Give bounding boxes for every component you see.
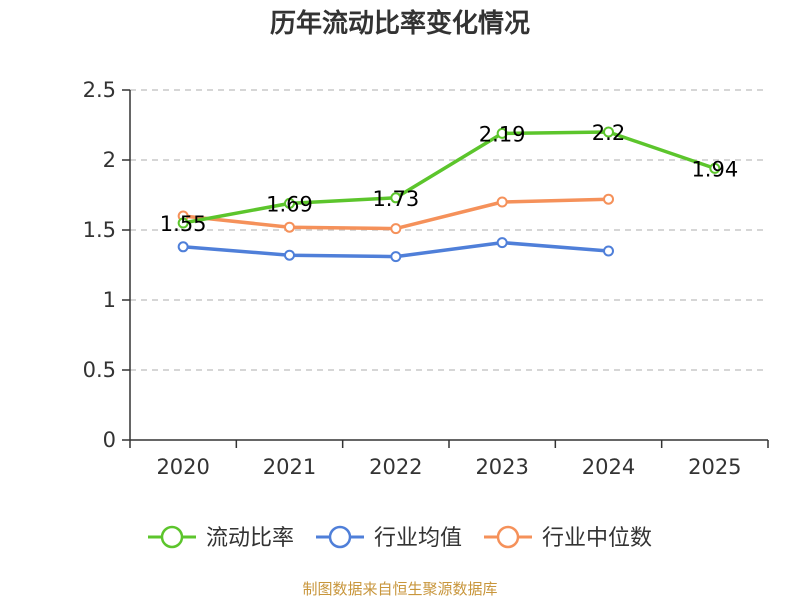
data-point[interactable] xyxy=(496,127,508,139)
legend-marker-icon xyxy=(328,525,352,549)
data-point[interactable] xyxy=(284,221,295,233)
series-0 xyxy=(177,126,721,229)
y-tick-label: 2 xyxy=(103,148,116,172)
legend-item-1[interactable]: 行业均值 xyxy=(316,525,462,551)
chart-title: 历年流动比率变化情况 xyxy=(270,8,530,39)
x-tick-label: 2022 xyxy=(369,455,422,479)
legend-label: 行业均值 xyxy=(374,526,462,551)
data-point[interactable] xyxy=(390,223,402,235)
data-point[interactable] xyxy=(177,241,189,253)
legend-item-2[interactable]: 行业中位数 xyxy=(484,525,652,551)
data-point[interactable] xyxy=(496,196,508,208)
y-tick-label: 1 xyxy=(103,288,116,312)
legend-label: 流动比率 xyxy=(206,526,294,551)
data-point[interactable] xyxy=(284,197,295,209)
x-tick-label: 2023 xyxy=(475,455,528,479)
data-point[interactable] xyxy=(603,245,614,257)
x-tick-label: 2021 xyxy=(263,455,316,479)
x-tick-label: 2024 xyxy=(582,455,635,479)
data-label: 2.2 xyxy=(592,121,625,145)
data-label: 1.55 xyxy=(160,212,207,236)
grid-layer xyxy=(130,89,768,371)
series-line xyxy=(181,130,717,225)
y-tick-label: 0.5 xyxy=(83,358,116,382)
legend-item-0[interactable]: 流动比率 xyxy=(148,525,294,551)
data-point[interactable] xyxy=(496,237,508,249)
source-note: 制图数据来自恒生聚源数据库 xyxy=(302,580,497,598)
x-tick-label: 2020 xyxy=(156,455,209,479)
data-point[interactable] xyxy=(284,249,295,261)
label-layer: 1.55 1.69 1.73 2.19 2.2 1.94 xyxy=(160,121,738,236)
series-1 xyxy=(177,237,614,263)
data-label: 1.94 xyxy=(691,157,738,181)
x-tick-label: 2025 xyxy=(688,455,741,479)
legend[interactable]: 流动比率 行业均值 行业中位数 xyxy=(148,525,652,551)
data-label: 1.69 xyxy=(266,192,313,216)
data-point[interactable] xyxy=(390,251,402,263)
legend-marker-icon xyxy=(160,525,184,549)
data-point[interactable] xyxy=(390,192,402,204)
data-label: 2.19 xyxy=(479,122,526,146)
series-layer xyxy=(177,126,721,263)
y-tick-label: 0 xyxy=(103,428,116,452)
data-point[interactable] xyxy=(603,193,614,205)
y-tick-label: 2.5 xyxy=(83,78,116,102)
legend-marker-icon xyxy=(496,525,520,549)
y-tick-label: 1.5 xyxy=(83,218,116,242)
data-label: 1.73 xyxy=(372,187,419,211)
axis-layer: 0 0.5 1 1.5 2 2.5 2020 2021 2022 2023 2024 2025 xyxy=(83,78,769,479)
series-2 xyxy=(177,193,614,235)
legend-label: 行业中位数 xyxy=(542,526,652,551)
data-point[interactable] xyxy=(603,126,614,138)
data-point[interactable] xyxy=(709,162,721,174)
data-point[interactable] xyxy=(177,217,189,229)
